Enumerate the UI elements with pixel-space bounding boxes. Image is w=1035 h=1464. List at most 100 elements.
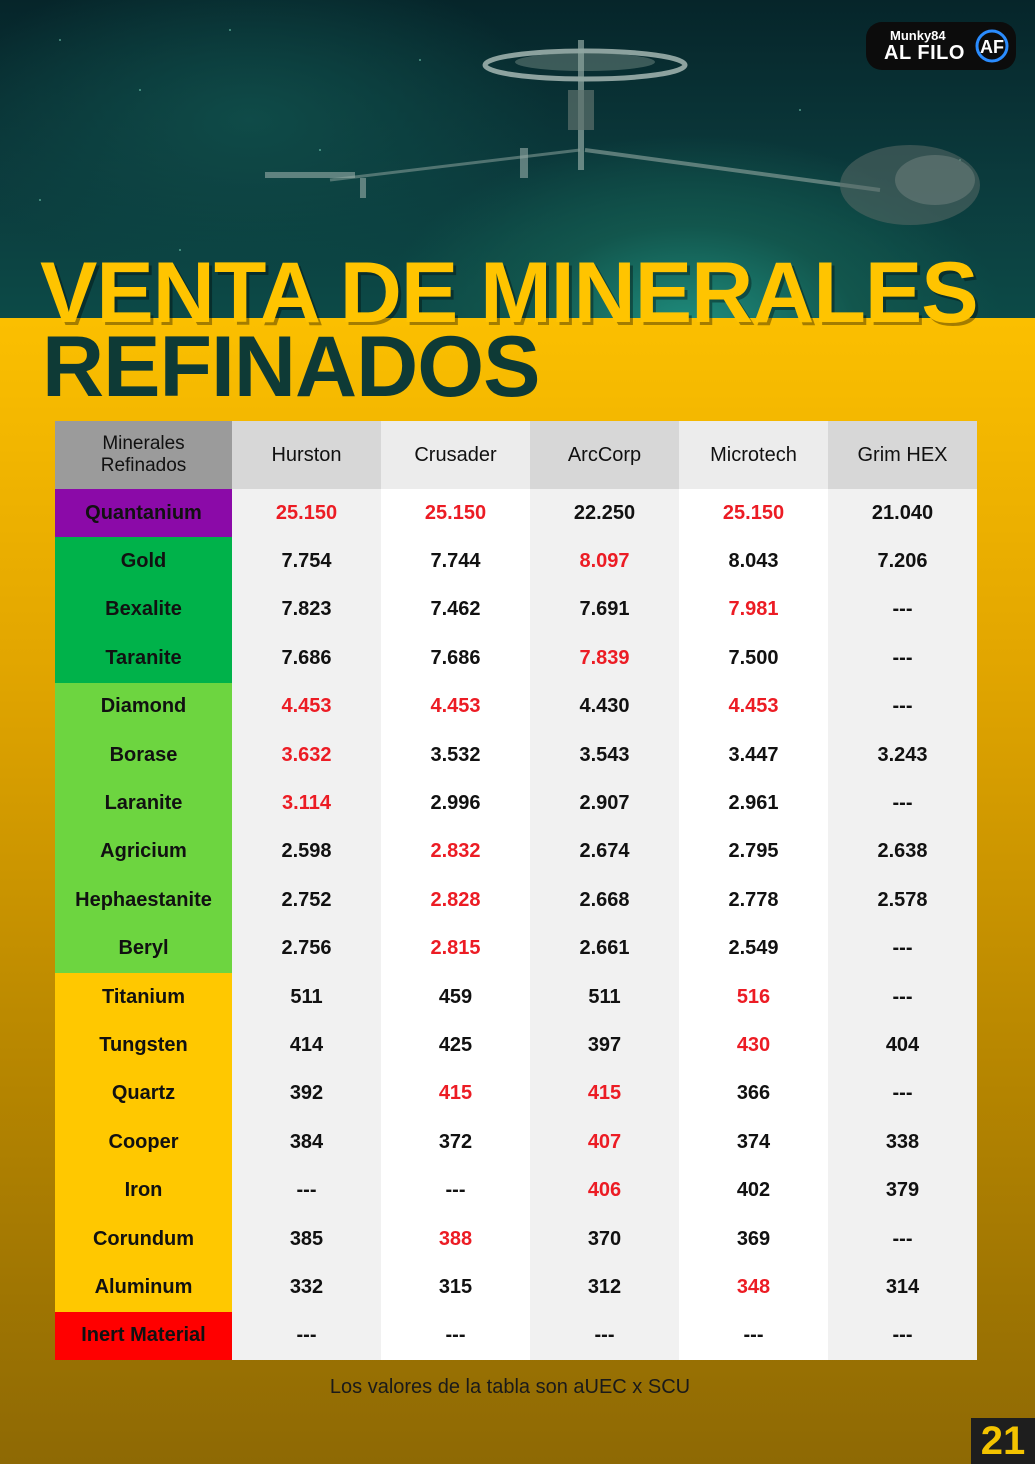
- price-cell: ---: [381, 1311, 530, 1361]
- price-cell: 402: [679, 1166, 828, 1215]
- price-cell: 4.453: [679, 682, 828, 731]
- price-cell: ---: [828, 585, 977, 635]
- price-cell: ---: [530, 1311, 679, 1361]
- mineral-name-cell: Diamond: [55, 682, 232, 731]
- price-cell: 2.578: [828, 876, 977, 925]
- price-cell: ---: [232, 1311, 381, 1361]
- page-number: 21: [971, 1418, 1035, 1464]
- table-row: Bexalite 7.823 7.462 7.691 7.981 ---: [55, 585, 977, 635]
- mineral-name-cell: Taranite: [55, 634, 232, 683]
- price-cell: 2.828: [381, 876, 530, 925]
- table-row: Quantanium 25.150 25.150 22.250 25.150 21.040: [55, 489, 977, 538]
- price-cell: 407: [530, 1118, 679, 1167]
- price-cell: ---: [232, 1166, 381, 1215]
- price-cell: 7.686: [232, 634, 381, 683]
- price-cell: 379: [828, 1166, 977, 1215]
- header-minerales-line1: Minerales: [102, 433, 185, 454]
- price-cell: 7.206: [828, 537, 977, 586]
- svg-text:AF: AF: [980, 37, 1004, 57]
- price-cell: 7.686: [381, 634, 530, 683]
- price-cell: 366: [679, 1069, 828, 1119]
- minerals-price-table: Minerales Refinados Hurston Crusader Arc…: [55, 421, 977, 1361]
- price-cell: 2.674: [530, 827, 679, 877]
- price-cell: 7.981: [679, 585, 828, 635]
- price-cell: 369: [679, 1214, 828, 1264]
- mineral-name-cell: Corundum: [55, 1214, 232, 1264]
- price-cell: 511: [530, 972, 679, 1022]
- price-cell: 388: [381, 1214, 530, 1264]
- mineral-name-cell: Gold: [55, 537, 232, 586]
- price-cell: 348: [679, 1263, 828, 1312]
- price-cell: 2.778: [679, 876, 828, 925]
- header-minerales-line2: Refinados: [100, 455, 187, 476]
- mineral-name-cell: Quartz: [55, 1069, 232, 1119]
- price-cell: ---: [828, 1214, 977, 1264]
- price-cell: 3.543: [530, 730, 679, 780]
- mineral-name-cell: Quantanium: [55, 489, 232, 538]
- table-row: Gold 7.754 7.744 8.097 8.043 7.206: [55, 537, 977, 586]
- table-row: Cooper 384 372 407 374 338: [55, 1118, 977, 1167]
- price-cell: ---: [828, 1069, 977, 1119]
- price-cell: 7.839: [530, 634, 679, 683]
- price-cell: ---: [828, 924, 977, 973]
- table-row: Taranite 7.686 7.686 7.839 7.500 ---: [55, 634, 977, 683]
- header-hurston: Hurston: [232, 421, 381, 489]
- price-cell: ---: [828, 779, 977, 828]
- price-cell: 4.453: [381, 682, 530, 731]
- table-body: Quantanium 25.150 25.150 22.250 25.150 21.040…: [55, 489, 977, 1361]
- price-cell: 2.549: [679, 924, 828, 973]
- mineral-name-cell: Aluminum: [55, 1263, 232, 1312]
- price-cell: 385: [232, 1214, 381, 1264]
- price-cell: ---: [679, 1311, 828, 1361]
- price-cell: 2.598: [232, 827, 381, 877]
- price-cell: 2.832: [381, 827, 530, 877]
- price-cell: 370: [530, 1214, 679, 1264]
- table-row: Laranite 3.114 2.996 2.907 2.961 ---: [55, 779, 977, 828]
- mineral-name-cell: Agricium: [55, 827, 232, 877]
- price-cell: 392: [232, 1069, 381, 1119]
- mineral-name-cell: Laranite: [55, 779, 232, 828]
- price-cell: 2.996: [381, 779, 530, 828]
- table-row: Hephaestanite 2.752 2.828 2.668 2.778 2.578: [55, 876, 977, 925]
- header-arccorp: ArcCorp: [530, 421, 679, 489]
- price-cell: ---: [828, 972, 977, 1022]
- brand-af-icon: AF: [975, 29, 1009, 63]
- table-row: Aluminum 332 315 312 348 314: [55, 1263, 977, 1312]
- table-row: Titanium 511 459 511 516 ---: [55, 972, 977, 1022]
- mineral-name-cell: Titanium: [55, 972, 232, 1022]
- price-cell: 2.661: [530, 924, 679, 973]
- price-cell: ---: [828, 1311, 977, 1361]
- price-cell: 7.754: [232, 537, 381, 586]
- price-cell: 312: [530, 1263, 679, 1312]
- mineral-name-cell: Bexalite: [55, 585, 232, 635]
- mineral-name-cell: Inert Material: [55, 1311, 232, 1361]
- table-row: Corundum 385 388 370 369 ---: [55, 1214, 977, 1264]
- page-title-line-1: VENTA DE MINERALES: [40, 245, 979, 341]
- header-grim-hex: Grim HEX: [828, 421, 977, 489]
- table-row: Borase 3.632 3.532 3.543 3.447 3.243: [55, 730, 977, 780]
- header-crusader: Crusader: [381, 421, 530, 489]
- space-station-banner: [0, 0, 1035, 318]
- price-cell: 3.114: [232, 779, 381, 828]
- price-cell: 3.632: [232, 730, 381, 780]
- price-cell: 397: [530, 1021, 679, 1070]
- table-footnote: Los valores de la tabla son aUEC x SCU: [329, 1376, 691, 1398]
- price-cell: 2.638: [828, 827, 977, 877]
- price-cell: ---: [828, 682, 977, 731]
- price-cell: 3.447: [679, 730, 828, 780]
- space-station-illustration: [39, 29, 980, 251]
- price-cell: 7.500: [679, 634, 828, 683]
- mineral-name-cell: Borase: [55, 730, 232, 780]
- table-row: Quartz 392 415 415 366 ---: [55, 1069, 977, 1119]
- price-cell: 404: [828, 1021, 977, 1070]
- price-cell: 406: [530, 1166, 679, 1215]
- price-cell: 7.462: [381, 585, 530, 635]
- price-cell: 384: [232, 1118, 381, 1167]
- mineral-name-cell: Hephaestanite: [55, 876, 232, 925]
- table-header-row: Minerales Refinados Hurston Crusader Arc…: [55, 421, 977, 489]
- price-cell: 425: [381, 1021, 530, 1070]
- price-cell: 2.756: [232, 924, 381, 973]
- price-cell: 3.532: [381, 730, 530, 780]
- table-row: Inert Material --- --- --- --- ---: [55, 1311, 977, 1361]
- price-cell: 7.744: [381, 537, 530, 586]
